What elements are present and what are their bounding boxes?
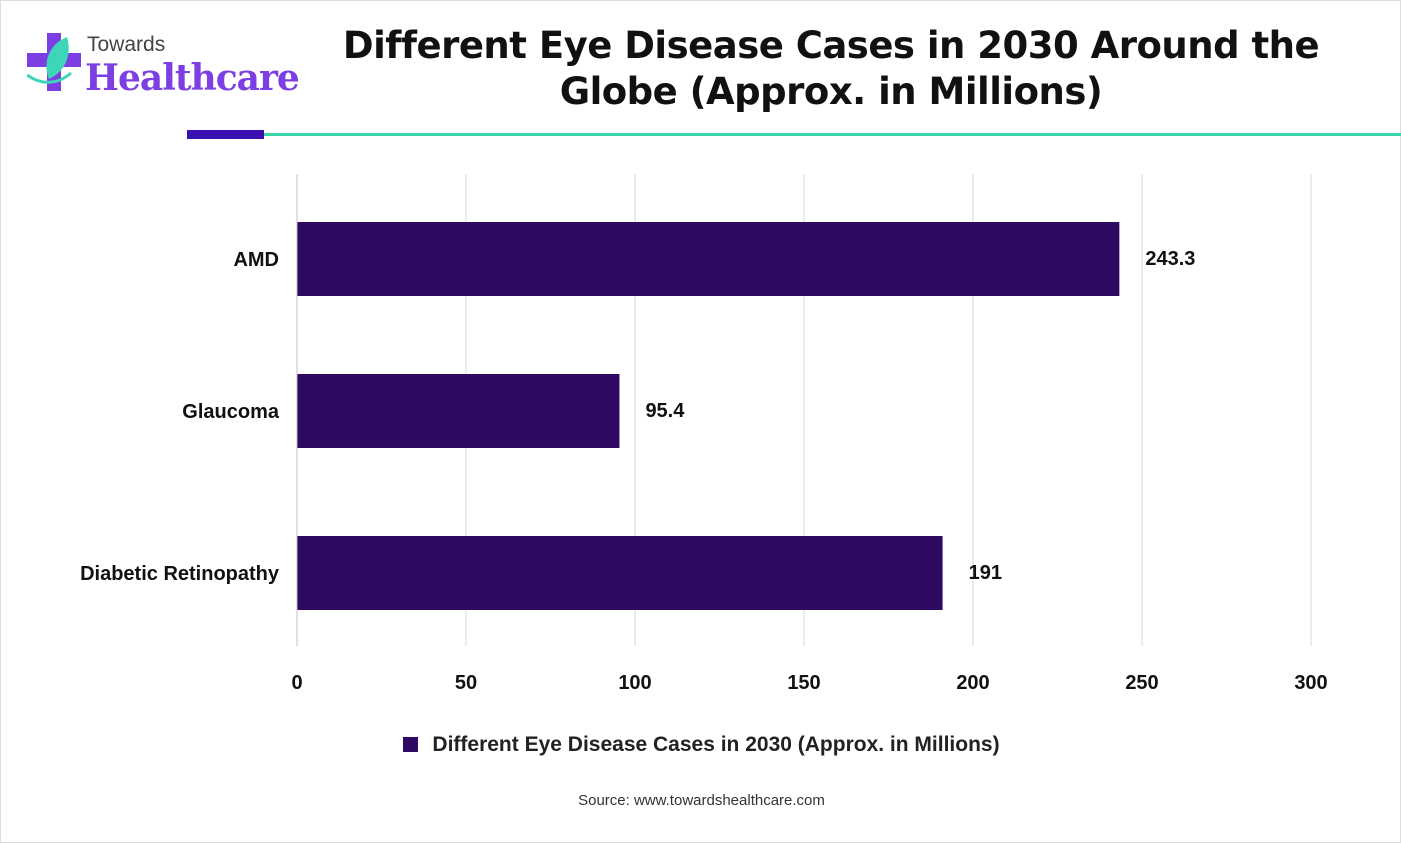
category-label: AMD (233, 249, 279, 271)
x-tick-label: 100 (618, 672, 651, 694)
logo-cross-leaf-icon (27, 33, 81, 91)
data-label: 243.3 (1145, 248, 1195, 270)
data-label: 95.4 (645, 400, 685, 422)
legend-swatch (403, 737, 419, 752)
chart-title: Different Eye Disease Cases in 2030 Arou… (342, 24, 1320, 113)
legend-label: Different Eye Disease Cases in 2030 (App… (432, 733, 1000, 756)
header-rule (264, 133, 1401, 136)
x-tick-label: 200 (956, 672, 989, 694)
logo: Towards Healthcare (27, 31, 300, 101)
logo-healthcare: Healthcare (85, 57, 300, 99)
header-rule-accent (187, 130, 264, 139)
bar-diabetic-retinopathy (297, 536, 943, 610)
bar-glaucoma (297, 374, 620, 448)
x-tick-label: 150 (787, 672, 820, 694)
x-tick-label: 0 (291, 672, 302, 694)
x-tick-label: 300 (1294, 672, 1327, 694)
category-label: Glaucoma (182, 401, 280, 423)
category-label: Diabetic Retinopathy (80, 563, 280, 585)
logo-towards: Towards (87, 33, 166, 56)
bar-amd (297, 222, 1120, 296)
x-tick-label: 50 (455, 672, 477, 694)
legend: Different Eye Disease Cases in 2030 (App… (1, 733, 1401, 757)
x-tick-label: 250 (1125, 672, 1158, 694)
data-label: 191 (969, 562, 1002, 584)
source-note: Source: www.towardshealthcare.com (578, 792, 825, 809)
